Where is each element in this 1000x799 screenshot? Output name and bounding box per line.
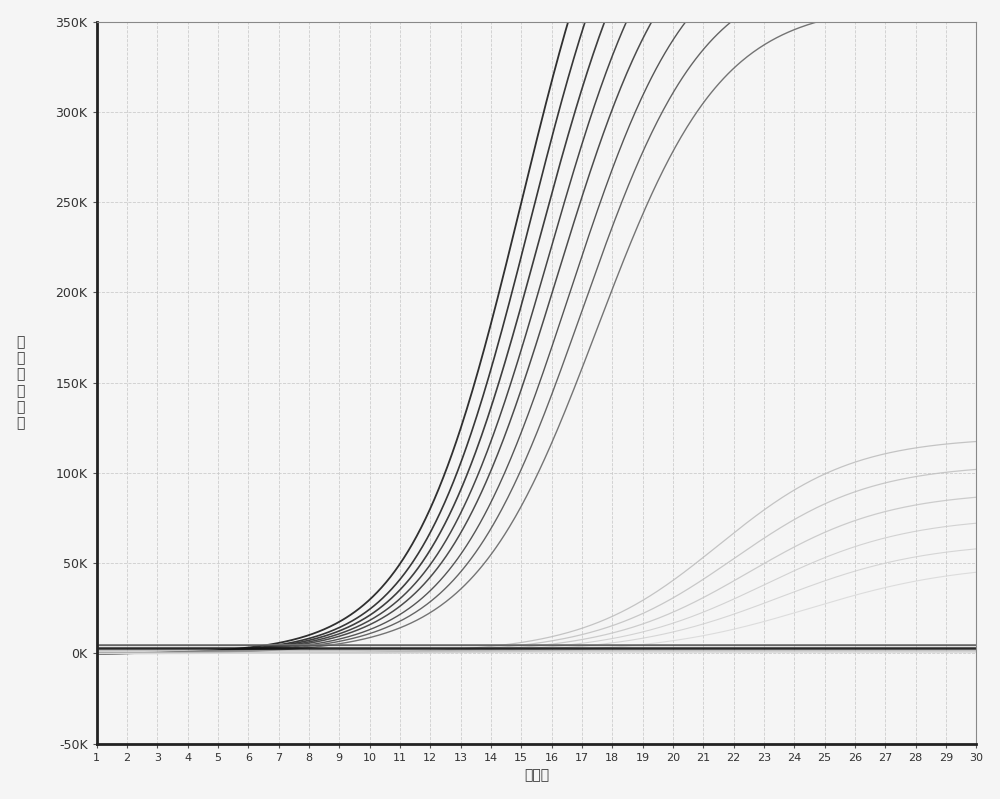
X-axis label: 循环数: 循环数 <box>524 769 549 782</box>
Y-axis label: 相
对
荧
光
强
度: 相 对 荧 光 强 度 <box>17 336 25 430</box>
